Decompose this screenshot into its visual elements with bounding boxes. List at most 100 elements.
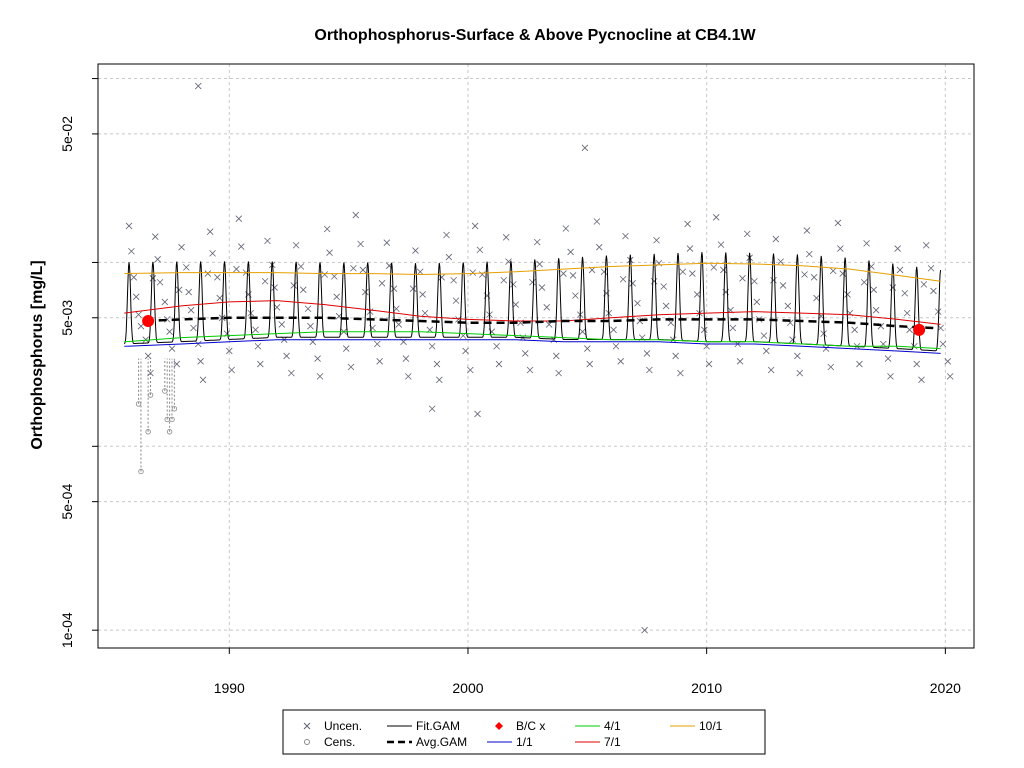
uncensored-point-stroke — [844, 291, 851, 298]
uncensored-point — [412, 247, 419, 254]
uncensored-point-stroke — [347, 363, 355, 371]
uncensored-point-stroke — [376, 358, 383, 365]
plot-frame — [97, 63, 975, 649]
uncensored-point-stroke — [326, 249, 333, 256]
uncensored-point-stroke — [495, 360, 503, 368]
uncensored-point-stroke — [142, 336, 150, 343]
uncensored-point — [827, 363, 835, 371]
uncensored-point-stroke — [906, 326, 913, 334]
uncensored-point-stroke — [168, 345, 176, 352]
uncensored-point — [944, 358, 952, 365]
uncensored-point — [135, 311, 142, 318]
uncensored-point — [794, 352, 801, 360]
censored-point — [162, 388, 168, 394]
uncensored-point — [175, 286, 183, 294]
uncensored-point — [474, 410, 481, 418]
uncensored-point — [679, 268, 687, 276]
uncensored-point — [194, 82, 202, 90]
uncensored-point-stroke — [803, 227, 811, 234]
uncensored-point — [307, 322, 314, 330]
uncensored-point-stroke — [373, 340, 381, 348]
uncensored-point — [197, 358, 204, 365]
uncensored-point — [634, 299, 641, 307]
uncensored-point — [416, 268, 424, 276]
uncensored-point — [206, 228, 214, 235]
uncensored-point — [753, 298, 761, 306]
uncensored-point-stroke — [443, 231, 450, 239]
uncensored-point-stroke — [763, 347, 770, 355]
uncensored-point — [760, 332, 768, 339]
uncensored-point-stroke — [934, 308, 942, 315]
x-tick-label: 1990 — [214, 680, 245, 696]
censored-point — [138, 468, 144, 475]
uncensored-point — [373, 340, 381, 348]
uncensored-point-stroke — [629, 280, 636, 287]
uncensored-point — [493, 342, 500, 350]
uncensored-point — [342, 345, 350, 352]
censored-point — [135, 401, 142, 407]
uncensored-point — [445, 253, 453, 261]
uncensored-point-stroke — [438, 274, 445, 281]
uncensored-point — [600, 268, 608, 276]
uncensored-point — [560, 270, 567, 277]
uncensored-point-stroke — [920, 281, 928, 288]
uncensored-point-stroke — [469, 269, 477, 276]
uncensored-point — [751, 277, 758, 285]
uncensored-point-stroke — [190, 324, 197, 332]
season-line-10-1 — [124, 262, 941, 282]
grid — [98, 64, 974, 648]
uncensored-point-stroke — [939, 340, 947, 348]
uncensored-point — [543, 304, 551, 311]
uncensored-point-stroke — [331, 273, 338, 280]
x-tick-label: 2000 — [452, 680, 483, 696]
uncensored-point — [500, 276, 508, 284]
uncensored-point — [479, 271, 486, 278]
uncensored-point-stroke — [679, 268, 687, 276]
uncensored-point-stroke — [946, 373, 954, 380]
uncensored-point-stroke — [543, 304, 551, 311]
uncensored-point — [672, 352, 679, 360]
uncensored-point — [629, 280, 636, 287]
uncensored-point-stroke — [729, 324, 737, 332]
uncensored-point-stroke — [627, 256, 634, 264]
uncensored-point-stroke — [488, 328, 496, 335]
uncensored-point — [641, 626, 648, 634]
uncensored-point-stroke — [257, 360, 264, 368]
uncensored-point — [163, 316, 171, 323]
uncensored-point-stroke — [827, 363, 835, 371]
uncensored-point-stroke — [128, 247, 135, 255]
uncensored-point — [553, 352, 560, 360]
uncensored-point — [283, 352, 290, 360]
uncensored-point-stroke — [693, 291, 701, 298]
uncensored-point-stroke — [653, 236, 660, 244]
uncensored-point — [314, 355, 321, 362]
uncensored-point-stroke — [264, 237, 271, 245]
uncensored-point — [187, 306, 195, 314]
uncensored-point-stroke — [510, 281, 517, 288]
legend-box — [282, 709, 766, 755]
uncensored-point-stroke — [801, 271, 808, 278]
uncensored-point — [199, 376, 207, 384]
uncensored-point — [860, 278, 868, 286]
uncensored-point — [939, 340, 947, 348]
uncensored-point-stroke — [789, 336, 796, 343]
uncensored-point — [261, 277, 269, 285]
uncensored-point — [252, 326, 259, 334]
uncensored-point-stroke — [471, 222, 479, 230]
uncensored-point-stroke — [237, 243, 245, 250]
uncensored-point-stroke — [586, 360, 593, 368]
uncensored-point — [903, 309, 911, 317]
uncensored-point-stroke — [433, 360, 441, 368]
uncensored-point — [569, 272, 577, 279]
series-layer — [123, 82, 954, 634]
uncensored-point — [149, 274, 157, 282]
legend-label: Cens. — [324, 735, 355, 749]
uncensored-point — [584, 345, 591, 352]
uncensored-point-stroke — [689, 270, 696, 277]
uncensored-point — [856, 360, 863, 368]
uncensored-point-stroke — [672, 352, 679, 360]
uncensored-point — [278, 321, 286, 328]
legend-item: Cens. — [304, 735, 355, 749]
uncensored-point — [796, 369, 804, 377]
y-tick-label: 1e-04 — [59, 612, 75, 648]
